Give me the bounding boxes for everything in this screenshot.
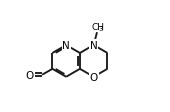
Text: O: O (26, 70, 34, 80)
Text: N: N (90, 41, 98, 51)
Text: CH: CH (91, 23, 104, 32)
Text: O: O (90, 72, 98, 82)
Text: 3: 3 (99, 26, 103, 32)
Text: N: N (62, 41, 70, 51)
